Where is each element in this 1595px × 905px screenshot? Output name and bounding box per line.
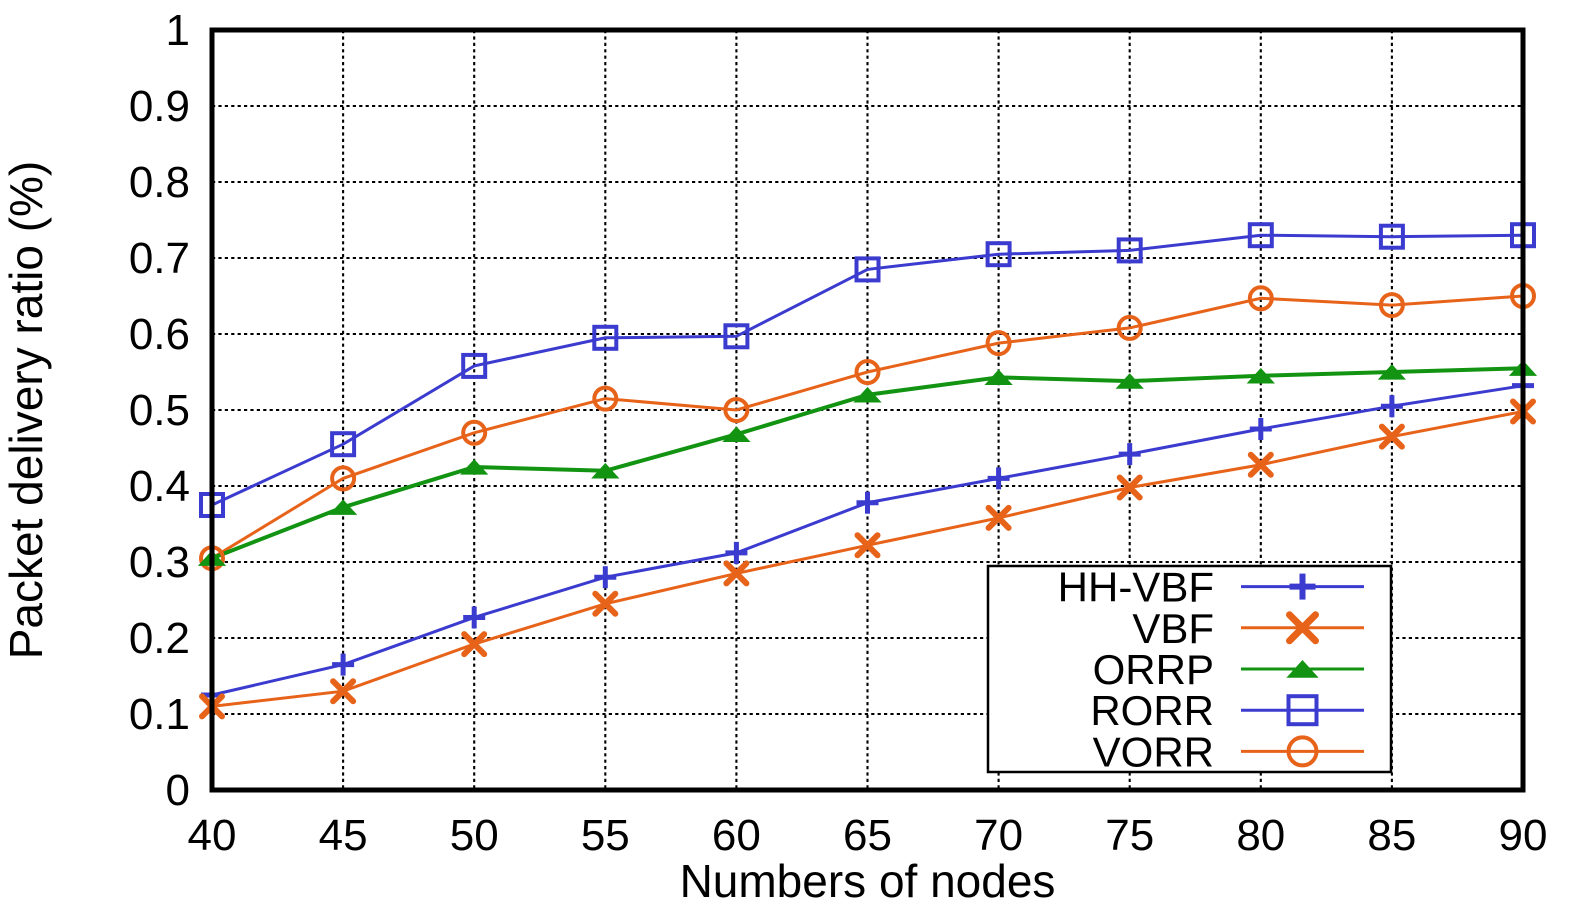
svg-text:VORR: VORR (1093, 728, 1214, 775)
svg-text:0.6: 0.6 (129, 310, 190, 359)
svg-text:0.5: 0.5 (129, 386, 190, 435)
svg-text:0.3: 0.3 (129, 538, 190, 587)
svg-text:75: 75 (1105, 811, 1154, 860)
svg-text:50: 50 (450, 811, 499, 860)
svg-text:0.4: 0.4 (129, 462, 190, 511)
svg-text:40: 40 (188, 811, 237, 860)
svg-text:85: 85 (1367, 811, 1416, 860)
svg-text:0.7: 0.7 (129, 234, 190, 283)
svg-text:65: 65 (843, 811, 892, 860)
svg-text:HH-VBF: HH-VBF (1058, 564, 1214, 611)
svg-text:0.9: 0.9 (129, 82, 190, 131)
svg-text:60: 60 (712, 811, 761, 860)
svg-text:80: 80 (1236, 811, 1285, 860)
svg-text:0.2: 0.2 (129, 614, 190, 663)
svg-text:VBF: VBF (1132, 605, 1214, 652)
svg-text:Numbers of nodes: Numbers of nodes (680, 855, 1056, 905)
svg-text:ORRP: ORRP (1093, 646, 1214, 693)
svg-text:Packet delivery ratio (%): Packet delivery ratio (%) (0, 161, 52, 660)
svg-text:0.1: 0.1 (129, 690, 190, 739)
svg-text:45: 45 (319, 811, 368, 860)
svg-text:1: 1 (166, 6, 190, 55)
svg-text:0.8: 0.8 (129, 158, 190, 207)
svg-text:RORR: RORR (1090, 687, 1214, 734)
svg-text:0: 0 (166, 766, 190, 815)
svg-text:90: 90 (1499, 811, 1548, 860)
svg-text:70: 70 (974, 811, 1023, 860)
svg-text:55: 55 (581, 811, 630, 860)
